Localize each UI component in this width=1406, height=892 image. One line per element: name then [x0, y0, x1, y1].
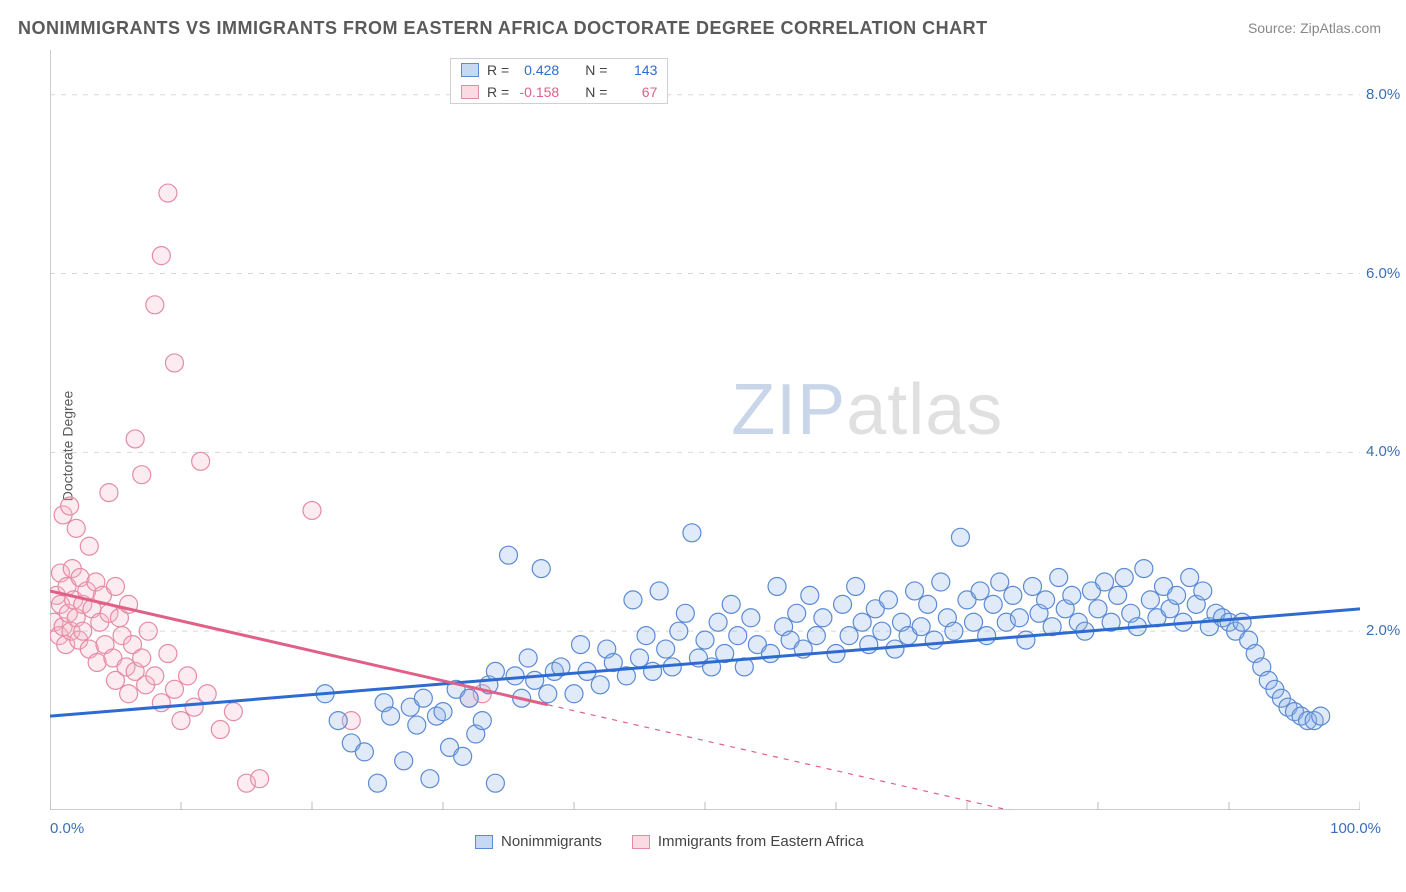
source-name: ZipAtlas.com — [1300, 20, 1381, 36]
legend-n-value: 143 — [615, 62, 657, 78]
legend-stats: R = 0.428 N = 143 R = -0.158 N = 67 — [450, 58, 668, 104]
y-tick-label: 8.0% — [1366, 86, 1400, 103]
source-attribution: Source: ZipAtlas.com — [1248, 20, 1381, 36]
legend-swatch — [461, 85, 479, 99]
legend-n-value: 67 — [615, 84, 657, 100]
legend-swatch — [632, 835, 650, 849]
y-tick-label: 6.0% — [1366, 265, 1400, 282]
legend-series-item: Nonimmigrants — [475, 833, 602, 850]
source-label: Source: — [1248, 20, 1296, 36]
x-axis-max-label: 100.0% — [1330, 820, 1381, 837]
x-axis-min-label: 0.0% — [50, 820, 84, 837]
legend-r-value: -0.158 — [517, 84, 559, 100]
legend-swatch — [475, 835, 493, 849]
chart-title: NONIMMIGRANTS VS IMMIGRANTS FROM EASTERN… — [18, 18, 988, 39]
legend-stats-row: R = -0.158 N = 67 — [451, 81, 667, 103]
legend-r-value: 0.428 — [517, 62, 559, 78]
legend-series-item: Immigrants from Eastern Africa — [632, 833, 864, 850]
legend-swatch — [461, 63, 479, 77]
legend-stats-row: R = 0.428 N = 143 — [451, 59, 667, 81]
legend-n-label: N = — [585, 84, 607, 100]
legend-r-label: R = — [487, 62, 509, 78]
legend-r-label: R = — [487, 84, 509, 100]
legend-n-label: N = — [585, 62, 607, 78]
y-tick-label: 2.0% — [1366, 622, 1400, 639]
scatter-plot — [50, 50, 1360, 810]
legend-series-name: Nonimmigrants — [501, 833, 602, 850]
legend-series-name: Immigrants from Eastern Africa — [658, 833, 864, 850]
legend-series: Nonimmigrants Immigrants from Eastern Afr… — [475, 833, 864, 850]
y-tick-label: 4.0% — [1366, 443, 1400, 460]
